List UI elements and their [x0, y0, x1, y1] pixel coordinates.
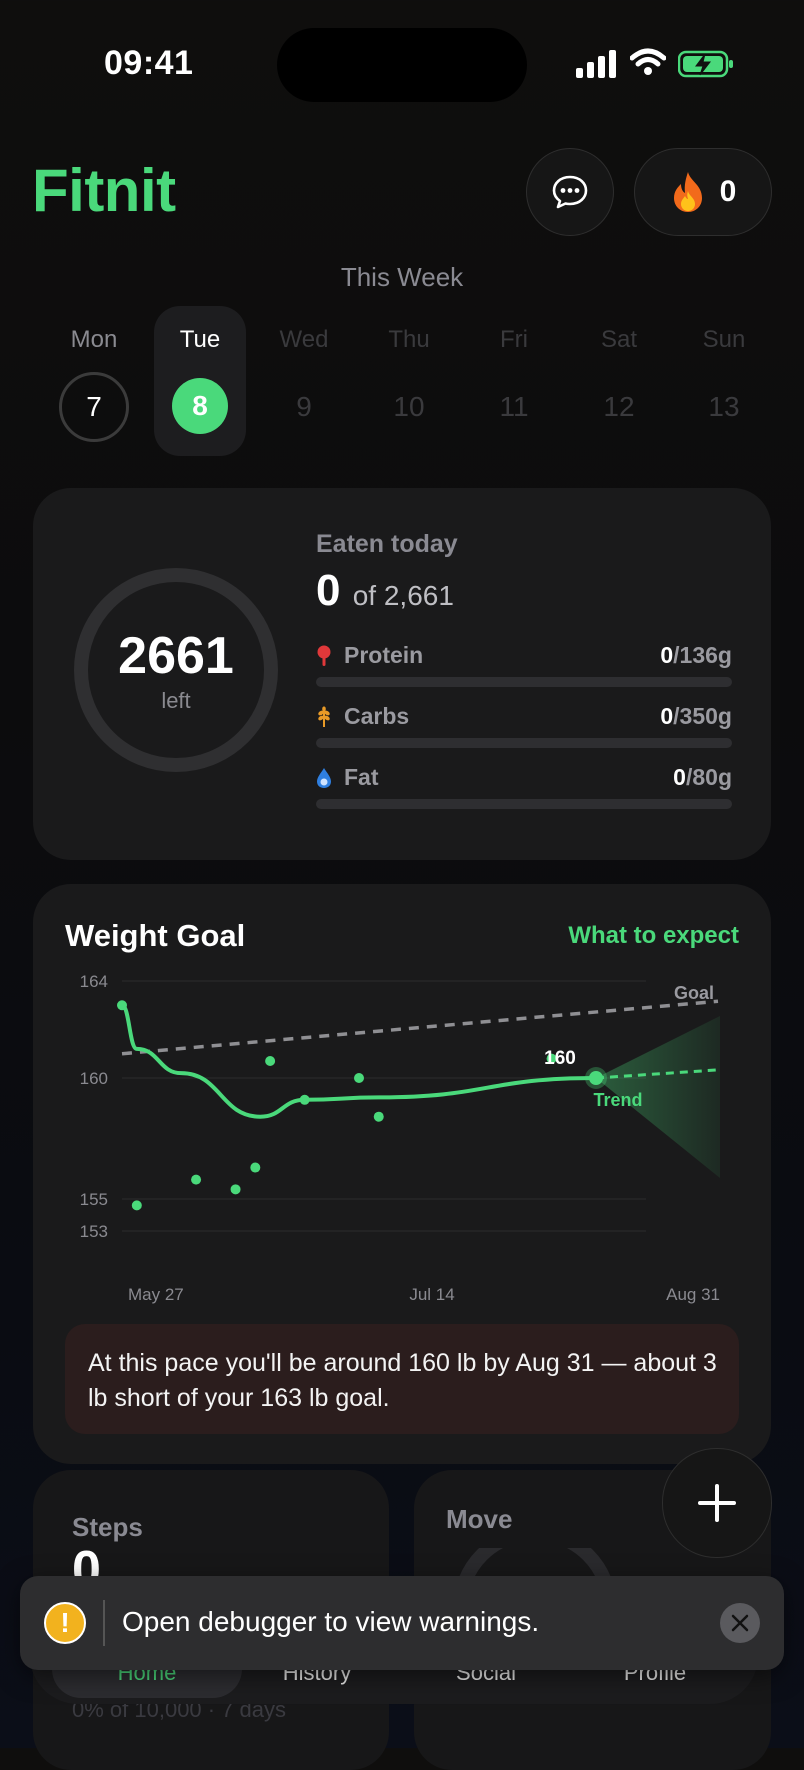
macro-label: Protein: [344, 642, 424, 668]
steps-title: Steps: [72, 1512, 143, 1542]
day-fri[interactable]: Fri 11: [468, 306, 560, 456]
projected-point: [589, 1071, 603, 1085]
wifi-icon: [630, 48, 666, 75]
day-number: 8: [172, 378, 228, 434]
trend-label: Trend: [593, 1090, 642, 1110]
projected-weight-label: 160: [544, 1048, 576, 1069]
trend-line: [120, 1003, 598, 1119]
calories-remaining-label: left: [161, 688, 191, 713]
weight-point: [230, 1184, 241, 1195]
day-name: Thu: [388, 326, 430, 353]
day-mon[interactable]: Mon 7: [48, 306, 140, 456]
y-tick-label: 160: [80, 1069, 108, 1088]
fat-progress-bar: [316, 799, 732, 809]
weight-point: [299, 1094, 310, 1105]
weight-chart: 164 160 155 153 May 27 Jul 14 Aug 31 Goal 160…: [80, 972, 720, 1304]
day-number: 13: [708, 391, 740, 422]
app-title: Fitnit: [32, 157, 176, 224]
macro-carbs-value: 0/350g: [660, 703, 732, 729]
day-name: Tue: [179, 326, 221, 353]
day-name: Sat: [600, 326, 638, 353]
week-title: This Week: [340, 262, 464, 292]
add-button[interactable]: [662, 1448, 772, 1558]
toast-close-button[interactable]: [720, 1603, 760, 1643]
calorie-summary-card[interactable]: [33, 488, 771, 860]
day-name: Fri: [500, 326, 528, 353]
weight-point: [191, 1174, 202, 1185]
calories-remaining: 2661: [118, 627, 234, 685]
battery-charging-icon: [678, 50, 733, 78]
move-title: Move: [446, 1504, 513, 1534]
cellular-signal-icon: [576, 50, 616, 78]
calorie-ring: [74, 568, 278, 772]
goal-line: [121, 999, 719, 1056]
eaten-target: of 2,661: [352, 580, 454, 611]
weight-goal-title: Weight Goal: [65, 918, 246, 953]
y-tick-label: 164: [80, 972, 108, 991]
weight-point: [265, 1056, 276, 1067]
chat-button[interactable]: [526, 148, 614, 236]
projection-cone: [596, 1016, 720, 1178]
protein-progress-bar: [316, 677, 732, 687]
day-wed[interactable]: Wed 9: [258, 306, 350, 456]
macro-protein: Protein: [316, 642, 423, 669]
macro-protein-value: 0/136g: [660, 642, 732, 668]
status-time: 09:41: [104, 44, 194, 82]
macro-fat-value: 0/80g: [673, 764, 732, 790]
move-ring: [453, 1548, 617, 1608]
day-tue[interactable]: Tue 8: [154, 306, 246, 456]
fire-icon: [673, 172, 702, 212]
weight-point: [131, 1200, 142, 1211]
wheat-icon: [318, 705, 330, 727]
x-tick-label: May 27: [128, 1285, 184, 1304]
streak-button[interactable]: 0: [634, 148, 772, 236]
oil-drop-icon: [317, 767, 331, 788]
weight-point: [250, 1162, 261, 1173]
toast-message: Open debugger to view warnings.: [122, 1606, 540, 1637]
macro-carbs: Carbs: [316, 703, 409, 730]
x-tick-label: Jul 14: [409, 1285, 454, 1304]
trend-projection-line: [595, 1068, 717, 1080]
warning-icon: !: [44, 1602, 86, 1644]
projection-note: At this pace you'll be around 160 lb by …: [88, 1349, 717, 1412]
weight-point: [546, 1053, 557, 1064]
day-name: Mon: [70, 326, 118, 353]
macro-fat: Fat: [316, 764, 379, 791]
day-sat[interactable]: Sat 12: [573, 306, 665, 456]
day-name: Sun: [702, 326, 746, 353]
streak-count: 0: [719, 175, 737, 208]
eaten-value: 0: [316, 566, 341, 615]
goal-label: Goal: [674, 983, 714, 1003]
y-tick-label: 153: [80, 1222, 108, 1241]
day-number: 11: [499, 391, 529, 422]
eaten-today-value: 0 of 2,661: [316, 566, 454, 616]
y-tick-label: 155: [80, 1190, 108, 1209]
day-number: 10: [393, 391, 425, 422]
chat-bubble-icon: [552, 175, 588, 209]
debugger-toast[interactable]: [20, 1576, 784, 1670]
day-number: 12: [603, 391, 635, 422]
eaten-today-label: Eaten today: [316, 530, 458, 558]
day-name: Wed: [279, 326, 329, 353]
macro-label: Carbs: [344, 703, 410, 729]
weight-point: [354, 1073, 364, 1083]
carbs-progress-bar: [316, 738, 732, 748]
macro-label: Fat: [344, 764, 379, 790]
plus-icon: [698, 1484, 736, 1522]
toast-divider: [103, 1600, 105, 1646]
day-number: 9: [296, 391, 312, 422]
projection-note-box: [65, 1324, 739, 1434]
day-number: 7: [59, 372, 129, 442]
x-tick-label: Aug 31: [666, 1285, 720, 1304]
day-thu[interactable]: Thu 10: [363, 306, 455, 456]
weight-point: [373, 1111, 384, 1122]
dynamic-island: [277, 28, 527, 102]
close-icon: [731, 1614, 749, 1632]
day-sun[interactable]: Sun 13: [678, 306, 770, 456]
what-to-expect-link[interactable]: What to expect: [568, 922, 739, 949]
protein-pin-icon: [317, 645, 331, 666]
weight-point: [117, 1000, 127, 1011]
